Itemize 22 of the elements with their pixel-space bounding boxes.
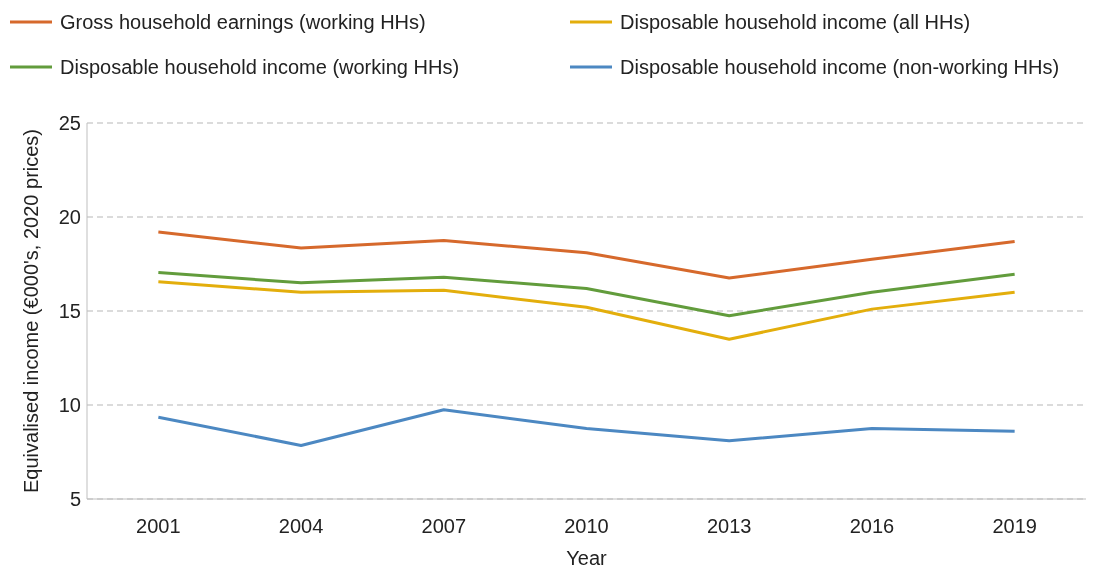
x-tick-label: 2016 (849, 515, 895, 537)
y-tick-label: 5 (69, 488, 81, 510)
y-axis-title: Equivalised income (€000's, 2020 prices) (20, 128, 42, 494)
x-tick-label: 2013 (706, 515, 752, 537)
y-tick-label: 10 (58, 394, 81, 416)
x-tick-label: 2019 (992, 515, 1037, 537)
x-axis-title: Year (566, 547, 608, 569)
legend-label: Gross household earnings (working HHs) (60, 11, 426, 33)
y-tick-label: 15 (58, 300, 81, 322)
x-tick-label: 2001 (136, 515, 181, 537)
line-series (156, 230, 1017, 280)
x-tick-label: 2010 (564, 515, 609, 537)
legend-label: Disposable household income (all HHs) (620, 11, 971, 33)
x-tick-label: 2004 (278, 515, 324, 537)
y-tick-label: 20 (58, 206, 81, 228)
y-tick-label: 25 (58, 112, 81, 134)
x-tick-label: 2007 (421, 515, 467, 537)
line-series (156, 408, 1017, 447)
legend-label: Disposable household income (non-working HHs) (620, 56, 1060, 78)
legend-label: Disposable household income (working HHs) (60, 56, 460, 78)
line-series (156, 270, 1017, 318)
line-series (156, 280, 1017, 341)
